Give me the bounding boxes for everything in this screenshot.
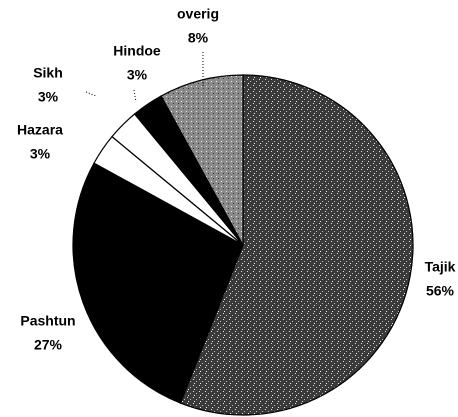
slice-value-label: 3% xyxy=(30,146,51,162)
slice-label: Sikh xyxy=(33,65,63,81)
slice-value-label: 3% xyxy=(127,67,148,83)
pie-slice xyxy=(160,74,244,246)
slice-value-label: 27% xyxy=(34,337,63,353)
pie-slice xyxy=(72,162,244,404)
slice-value-label: 3% xyxy=(38,89,59,105)
leader-line xyxy=(85,91,97,97)
slice-value-label: 8% xyxy=(188,30,209,46)
slice-label: Pashtun xyxy=(20,313,75,329)
slice-label: Hazara xyxy=(17,122,63,138)
leader-line xyxy=(133,89,137,103)
slice-label: Hindoe xyxy=(113,43,161,59)
slice-label: overig xyxy=(177,6,219,22)
slice-value-label: 56% xyxy=(426,283,455,299)
pie-slice xyxy=(179,74,414,416)
slice-label: Tajik xyxy=(425,259,456,275)
